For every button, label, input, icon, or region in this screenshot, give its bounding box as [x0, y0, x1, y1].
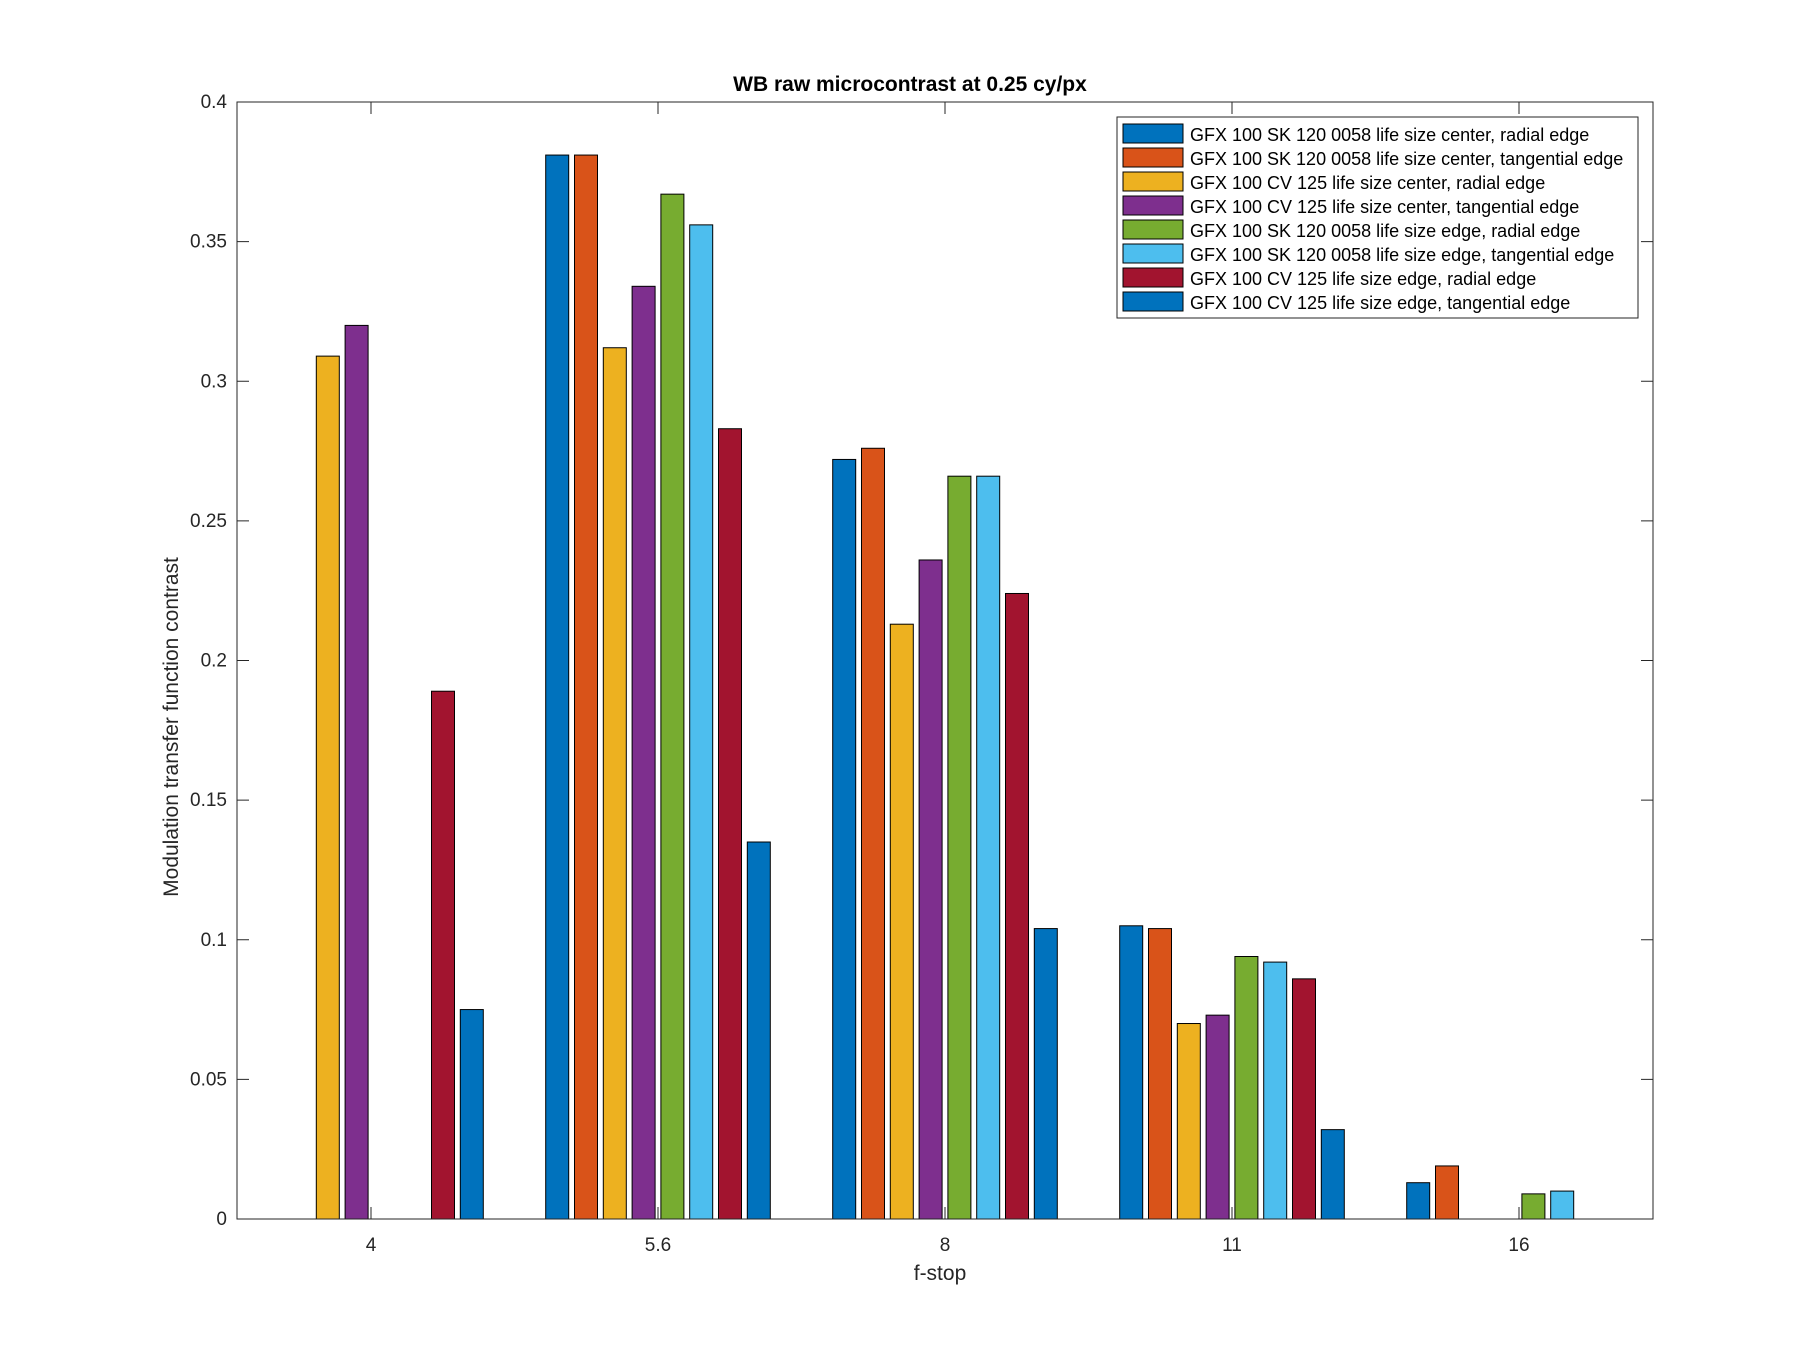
legend-entry-4: GFX 100 CV 125 life size center, tangent…: [1190, 197, 1579, 217]
chart-title: WB raw microcontrast at 0.25 cy/px: [733, 73, 1087, 96]
bar-5_6-series-7: [718, 428, 742, 1220]
legend-entry-3: GFX 100 CV 125 life size center, radial …: [1190, 173, 1545, 193]
bar-5_6-series-1: [545, 154, 570, 1220]
bar-11-series-2: [1148, 928, 1172, 1220]
legend-entry-5: GFX 100 SK 120 0058 life size edge, radi…: [1190, 221, 1580, 241]
x-tick-label: 16: [1508, 1235, 1529, 1256]
y-tick-label: 0.1: [201, 930, 227, 951]
bar-8-series-1: [832, 458, 857, 1220]
bar-8-series-3: [889, 623, 914, 1220]
x-axis-label: f-stop: [914, 1262, 967, 1285]
bar-16-series-6: [1550, 1190, 1575, 1220]
bar-5_6-series-3: [602, 347, 627, 1220]
y-tick-label: 0.15: [190, 790, 227, 811]
legend-swatch-5: [1122, 219, 1184, 240]
y-tick-label: 0.4: [201, 92, 228, 113]
x-tick-label: 4: [366, 1235, 377, 1256]
bar-11-series-8: [1320, 1129, 1345, 1220]
bar-11-series-3: [1176, 1023, 1201, 1220]
bar-11-series-1: [1119, 925, 1144, 1220]
y-tick-label: 0.05: [190, 1069, 227, 1090]
bar-11-series-6: [1263, 961, 1288, 1220]
bar-8-series-8: [1033, 928, 1058, 1220]
bars-group: [315, 154, 1575, 1220]
legend-swatch-4: [1122, 195, 1184, 216]
y-tick-label: 0.2: [201, 651, 227, 672]
bar-5_6-series-6: [689, 224, 714, 1220]
legend-swatch-1: [1122, 123, 1184, 144]
legend-swatch-8: [1122, 291, 1184, 312]
bar-5_6-series-4: [631, 285, 656, 1220]
bar-5_6-series-5: [660, 193, 685, 1220]
legend-entry-7: GFX 100 CV 125 life size edge, radial ed…: [1190, 269, 1536, 289]
bar-8-series-5: [947, 475, 972, 1220]
y-tick-label: 0.3: [201, 371, 227, 392]
bar-16-series-5: [1521, 1193, 1546, 1220]
legend: GFX 100 SK 120 0058 life size center, ra…: [1116, 116, 1639, 319]
legend-entry-8: GFX 100 CV 125 life size edge, tangentia…: [1190, 293, 1570, 313]
bar-5_6-series-2: [574, 154, 598, 1220]
bar-16-series-1: [1406, 1182, 1431, 1220]
x-tick-label: 11: [1222, 1235, 1242, 1256]
legend-swatch-2: [1122, 147, 1184, 168]
y-tick-label: 0.35: [190, 232, 227, 253]
bar-4-series-8: [459, 1009, 484, 1220]
bar-4-series-4: [344, 324, 369, 1220]
bar-8-series-4: [918, 559, 943, 1220]
bar-11-series-7: [1292, 978, 1316, 1220]
legend-entry-1: GFX 100 SK 120 0058 life size center, ra…: [1190, 125, 1589, 145]
y-axis-label: Modulation transfer function contrast: [160, 557, 183, 897]
axes-group: 0 0.05 0.1 0.15 0.2 0.25 0.3 0.35 0.4 4 5.6 8 11 16: [190, 92, 1654, 1256]
legend-swatch-3: [1122, 171, 1184, 192]
y-tick-label: 0.25: [190, 511, 227, 532]
x-tick-label: 8: [940, 1235, 951, 1256]
bar-8-series-6: [976, 475, 1001, 1220]
legend-box: [1116, 116, 1639, 319]
legend-entry-2: GFX 100 SK 120 0058 life size center, ta…: [1190, 149, 1623, 169]
y-tick-label: 0: [216, 1209, 227, 1230]
bar-8-series-2: [861, 447, 885, 1220]
bar-8-series-7: [1005, 592, 1029, 1220]
legend-entry-6: GFX 100 SK 120 0058 life size edge, tang…: [1190, 245, 1614, 265]
bar-11-series-4: [1205, 1014, 1230, 1220]
bar-4-series-7: [431, 690, 455, 1220]
bar-11-series-5: [1234, 956, 1259, 1220]
bar-5_6-series-8: [746, 841, 771, 1220]
legend-swatch-7: [1122, 267, 1184, 288]
bar-4-series-3: [315, 355, 340, 1220]
legend-swatch-6: [1122, 243, 1184, 264]
bar-16-series-2: [1435, 1165, 1459, 1220]
x-tick-label: 5.6: [645, 1235, 671, 1256]
